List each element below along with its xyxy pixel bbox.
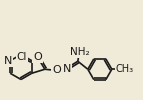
Text: N: N — [4, 56, 12, 66]
Text: CH₃: CH₃ — [116, 64, 134, 74]
Text: NH₂: NH₂ — [70, 47, 90, 57]
Text: O: O — [33, 52, 42, 62]
Text: O: O — [52, 65, 61, 75]
Text: Cl: Cl — [17, 52, 27, 62]
Text: N: N — [63, 64, 71, 74]
